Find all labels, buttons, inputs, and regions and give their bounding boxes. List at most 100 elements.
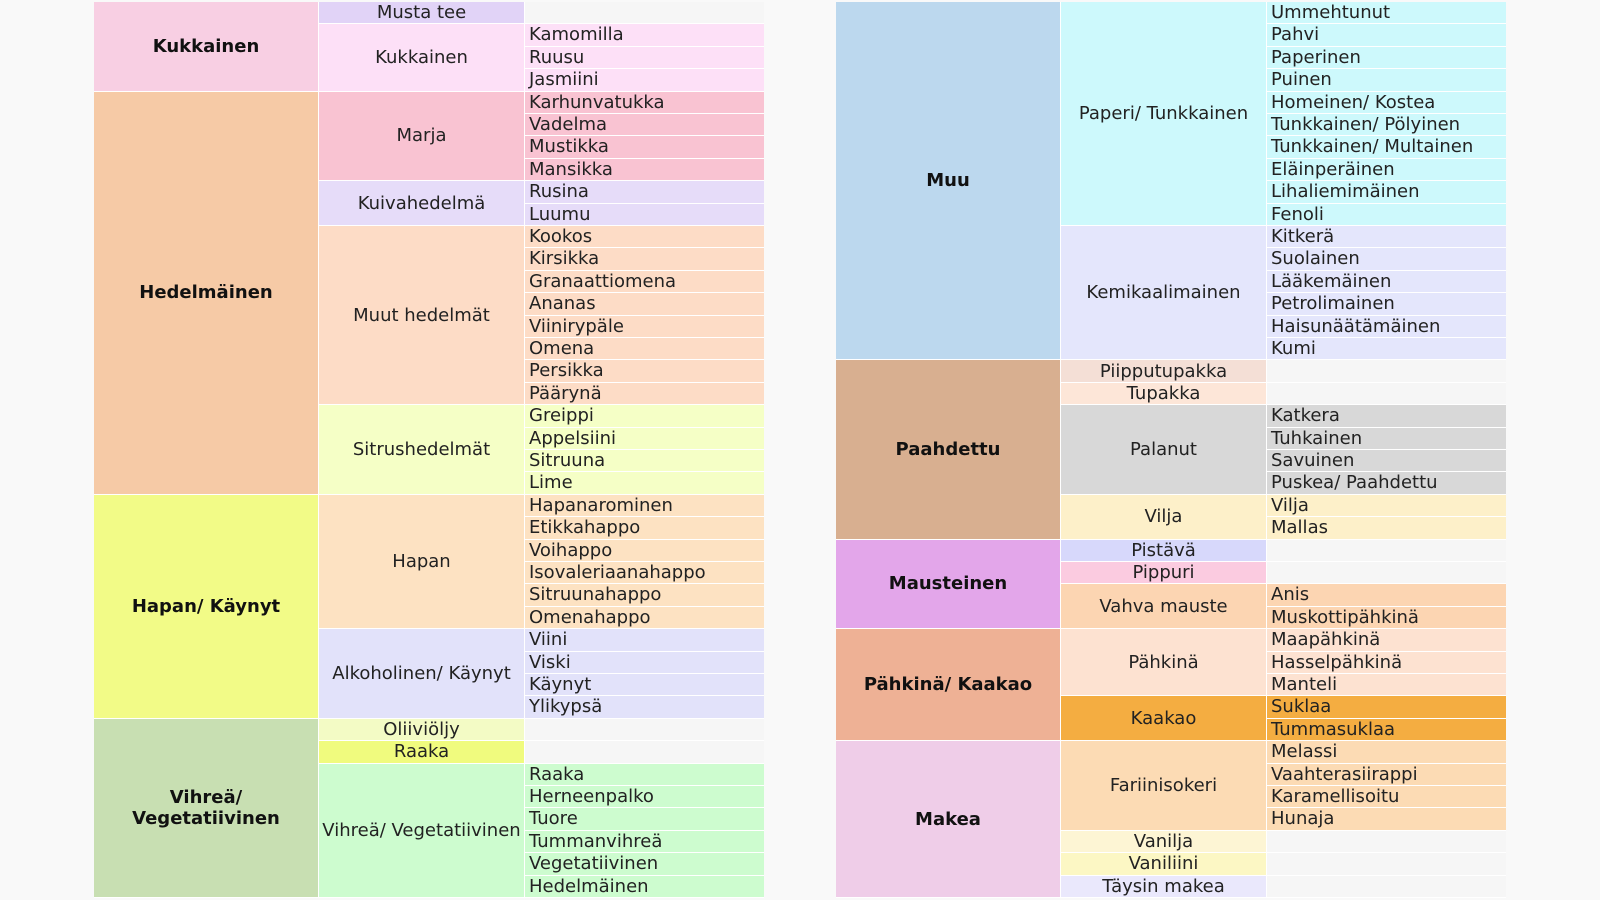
descriptor-cell: Viski <box>524 651 764 674</box>
category-cell: Hapan/ Käynyt <box>94 494 318 719</box>
category-cell: Muu <box>836 2 1060 361</box>
subcategory-row-vahva-mauste: Vahva mauste Anis Muskottipähkinä <box>1060 584 1506 630</box>
descriptor-cell: Hedelmäinen <box>524 875 764 898</box>
descriptor-cell: Herneenpalko <box>524 785 764 809</box>
subcategory-row-fariinisokeri: Fariinisokeri Melassi Vaahterasiirappi Kara… <box>1060 741 1506 831</box>
descriptor-cell: Granaattiomena <box>524 270 764 294</box>
descriptor-cell: Tuhkainen <box>1266 427 1506 450</box>
empty-descriptor-cell <box>1266 875 1506 898</box>
descriptor-cell: Suolainen <box>1266 248 1506 271</box>
descriptor-cell: Kamomilla <box>524 24 764 47</box>
subcategory-cell: Oliiviöljy <box>318 718 524 742</box>
subcategory-cell: Täysin makea <box>1060 875 1266 898</box>
descriptor-cell: Maapähkinä <box>1266 629 1506 652</box>
category-cell: Kukkainen <box>94 2 318 92</box>
category-cell: Makea <box>836 741 1060 898</box>
descriptor-cell: Hasselpähkinä <box>1266 651 1506 674</box>
subcategory-cell: Hapan <box>318 494 524 630</box>
subcategory-cell: Tupakka <box>1060 382 1266 406</box>
subcategory-row-palanut: Palanut Katkera Tuhkainen Savuinen Puskea/ P… <box>1060 405 1506 495</box>
subcategory-cell: Vihreä/ Vegetatiivinen <box>318 763 524 898</box>
subcategory-cell: Kemikaalimainen <box>1060 226 1266 361</box>
descriptor-cell: Omena <box>524 337 764 361</box>
descriptor-cell: Vilja <box>1266 494 1506 518</box>
descriptor-cell: Haisunäätämäinen <box>1266 315 1506 338</box>
flavor-wheel-left-column: Kukkainen Musta tee Kukkainen Kamomilla Ruus… <box>94 2 764 898</box>
subcategory-row-kuivahedelma: Kuivahedelmä Rusina Luumu <box>318 181 764 226</box>
subcategory-row-oliivioljy: Oliiviöljy <box>318 718 764 742</box>
descriptor-cell: Puskea/ Paahdettu <box>1266 472 1506 495</box>
descriptor-cell: Rusina <box>524 181 764 204</box>
subcategory-cell: Fariinisokeri <box>1060 741 1266 831</box>
subcategory-row-alkoholinen-kaynyt: Alkoholinen/ Käynyt Viini Viski Käynyt Yliky… <box>318 629 764 719</box>
descriptor-cell: Lihaliemimäinen <box>1266 181 1506 204</box>
descriptor-cell: Käynyt <box>524 673 764 697</box>
descriptor-cell: Ruusu <box>524 46 764 70</box>
descriptor-cell: Sitruunahappo <box>524 584 764 607</box>
descriptor-cell: Voihappo <box>524 539 764 562</box>
descriptor-cell: Katkera <box>1266 405 1506 428</box>
descriptor-cell: Vegetatiivinen <box>524 853 764 876</box>
empty-descriptor-cell <box>524 2 764 25</box>
descriptor-cell: Homeinen/ Kostea <box>1266 91 1506 114</box>
subcategory-cell: Sitrushedelmät <box>318 405 524 495</box>
subcategory-row-kukkainen: Kukkainen Kamomilla Ruusu Jasmiini <box>318 24 764 92</box>
descriptor-cell: Mallas <box>1266 517 1506 540</box>
subcategory-cell: Pippuri <box>1060 561 1266 585</box>
subcategory-row-musta-tee: Musta tee <box>318 2 764 25</box>
category-cell: Vihreä/ Vegetatiivinen <box>94 718 318 898</box>
subcategory-row-vihrea-vegetatiivinen: Vihreä/ Vegetatiivinen Raaka Herneenpalko T… <box>318 763 764 898</box>
descriptor-cell: Kirsikka <box>524 248 764 271</box>
subcategory-cell: Paperi/ Tunkkainen <box>1060 2 1266 226</box>
descriptor-cell: Ylikypsä <box>524 696 764 719</box>
descriptor-cell: Tuore <box>524 808 764 831</box>
descriptor-cell: Lime <box>524 472 764 495</box>
subcategory-cell: Vahva mauste <box>1060 584 1266 630</box>
category-cell: Mausteinen <box>836 539 1060 630</box>
subcategory-row-marja: Marja Karhunvatukka Vadelma Mustikka Mansikk… <box>318 91 764 182</box>
descriptor-cell: Hapanarominen <box>524 494 764 518</box>
descriptor-cell: Suklaa <box>1266 696 1506 719</box>
subcategory-cell: Alkoholinen/ Käynyt <box>318 629 524 719</box>
descriptor-cell: Persikka <box>524 360 764 383</box>
descriptor-cell: Etikkahappo <box>524 517 764 540</box>
category-group-makea: Makea Fariinisokeri Melassi Vaahterasiirapp… <box>836 741 1506 898</box>
descriptor-cell: Melassi <box>1266 741 1506 764</box>
subcategory-row-pahkina: Pähkinä Maapähkinä Hasselpähkinä Manteli <box>1060 629 1506 697</box>
descriptor-cell: Tummanvihreä <box>524 830 764 854</box>
descriptor-cell: Tunkkainen/ Pölyinen <box>1266 113 1506 137</box>
descriptor-cell: Appelsiini <box>524 427 764 450</box>
category-group-hapan-kaynyt: Hapan/ Käynyt Hapan Hapanarominen Etikkahap… <box>94 494 764 719</box>
descriptor-cell: Sitruuna <box>524 449 764 473</box>
subcategory-row-pistava: Pistävä <box>1060 539 1506 562</box>
descriptor-cell: Petrolimainen <box>1266 293 1506 316</box>
descriptor-cell: Greippi <box>524 405 764 428</box>
subcategory-cell: Vaniliini <box>1060 853 1266 876</box>
empty-descriptor-cell <box>1266 539 1506 562</box>
descriptor-cell: Mansikka <box>524 158 764 182</box>
subcategory-cell: Raaka <box>318 741 524 764</box>
flavor-wheel-right-column: Muu Paperi/ Tunkkainen Ummehtunut Pahvi Pape… <box>836 2 1506 898</box>
subcategory-row-vaniliini: Vaniliini <box>1060 853 1506 876</box>
subcategory-cell: Musta tee <box>318 2 524 25</box>
descriptor-cell: Karamellisoitu <box>1266 785 1506 809</box>
subcategory-cell: Kukkainen <box>318 24 524 92</box>
category-cell: Pähkinä/ Kaakao <box>836 629 1060 742</box>
subcategory-cell: Piipputupakka <box>1060 360 1266 383</box>
descriptor-cell: Lääkemäinen <box>1266 270 1506 294</box>
category-cell: Hedelmäinen <box>94 91 318 495</box>
descriptor-cell: Isovaleriaanahappo <box>524 561 764 585</box>
descriptor-cell: Ummehtunut <box>1266 2 1506 25</box>
subcategory-row-vilja: Vilja Vilja Mallas <box>1060 494 1506 540</box>
category-cell: Paahdettu <box>836 360 1060 540</box>
category-group-hedelmainen: Hedelmäinen Marja Karhunvatukka Vadelma Must… <box>94 91 764 495</box>
subcategory-row-pippuri: Pippuri <box>1060 561 1506 585</box>
descriptor-cell: Eläinperäinen <box>1266 158 1506 182</box>
subcategory-cell: Vanilja <box>1060 830 1266 854</box>
descriptor-cell: Tummasuklaa <box>1266 718 1506 742</box>
descriptor-cell: Anis <box>1266 584 1506 607</box>
empty-descriptor-cell <box>1266 830 1506 854</box>
subcategory-cell: Pähkinä <box>1060 629 1266 697</box>
subcategory-row-taysin-makea: Täysin makea <box>1060 875 1506 898</box>
descriptor-cell: Kookos <box>524 225 764 249</box>
